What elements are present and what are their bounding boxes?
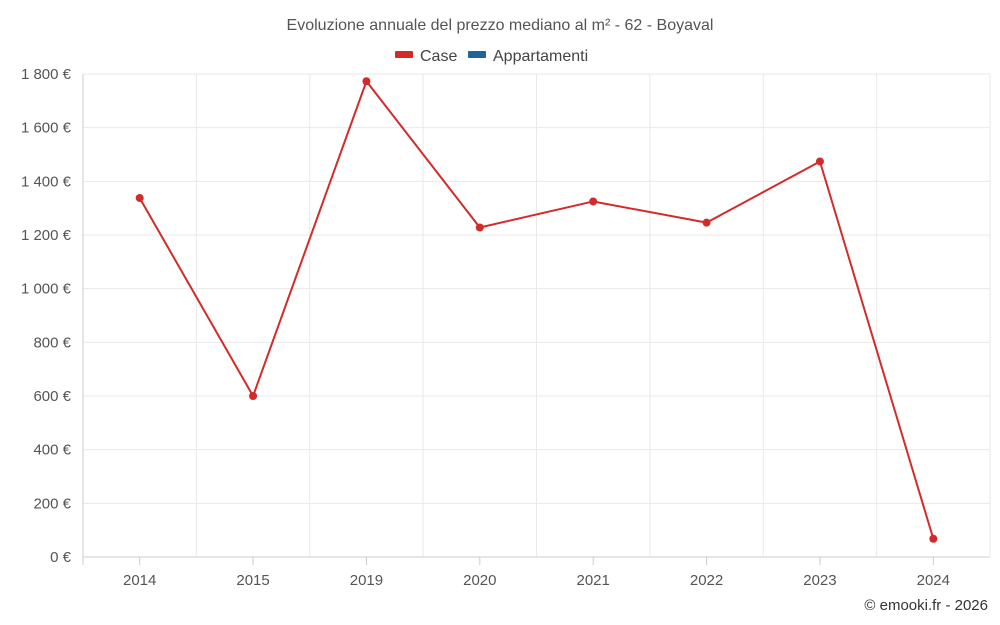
x-tick-label: 2014	[123, 572, 156, 589]
data-point[interactable]	[929, 534, 938, 543]
y-tick-label: 800 €	[33, 334, 71, 351]
y-tick-label: 1 200 €	[21, 227, 72, 244]
data-point[interactable]	[362, 77, 371, 86]
series-case	[135, 77, 938, 543]
y-tick-label: 1 800 €	[21, 66, 72, 83]
y-tick-label: 400 €	[33, 442, 71, 459]
y-tick-label: 1 400 €	[21, 173, 72, 190]
x-tick-label: 2023	[803, 572, 836, 589]
data-point[interactable]	[475, 223, 484, 232]
y-tick-label: 1 000 €	[21, 281, 72, 298]
legend-swatch-case[interactable]	[395, 51, 413, 58]
x-tick-label: 2022	[690, 572, 723, 589]
y-tick-label: 0 €	[50, 549, 72, 566]
data-point[interactable]	[815, 157, 824, 166]
y-tick-label: 1 600 €	[21, 120, 72, 137]
x-tick-label: 2019	[350, 572, 383, 589]
data-point[interactable]	[249, 392, 258, 400]
legend-swatch-appartamenti[interactable]	[468, 51, 486, 58]
x-tick-label: 2021	[577, 572, 610, 589]
x-tick-label: 2020	[463, 572, 496, 589]
legend: Case Appartamenti	[395, 48, 588, 65]
data-point[interactable]	[702, 218, 711, 227]
y-tick-label: 200 €	[33, 495, 71, 512]
x-tick-label: 2015	[236, 572, 269, 589]
legend-label-appartamenti[interactable]: Appartamenti	[493, 48, 588, 65]
credit: © emooki.fr - 2026	[864, 597, 988, 614]
grid-lines	[82, 73, 991, 558]
data-point[interactable]	[135, 193, 144, 202]
x-axis: 2014 2015 2019 2020 2021 2022 2023 2024	[123, 557, 950, 589]
series-line	[138, 80, 935, 540]
legend-label-case[interactable]: Case	[420, 48, 457, 65]
x-tick-label: 2024	[917, 572, 950, 589]
data-point[interactable]	[589, 197, 598, 206]
y-axis: 0 € 200 € 400 € 600 € 800 € 1 000 € 1 200 € 1 4…	[21, 66, 84, 566]
y-tick-label: 600 €	[33, 388, 71, 405]
chart-title: Evoluzione annuale del prezzo mediano al…	[287, 17, 714, 34]
